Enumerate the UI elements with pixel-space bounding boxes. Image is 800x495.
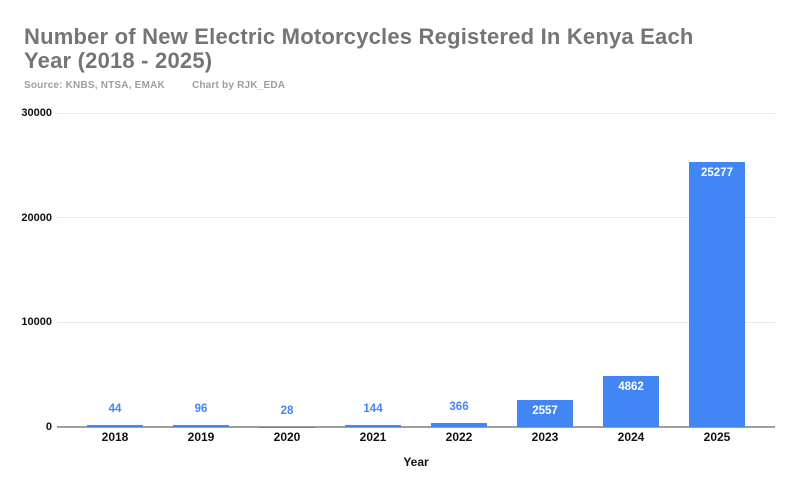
y-axis-tick-label: 20000 [21,211,52,224]
x-axis-tick-label-2024: 2024 [617,430,645,444]
bar-value-label-2022: 366 [449,401,469,414]
bar-value-label-2020: 28 [280,404,294,417]
chart-subtitle: Source: KNBS, NTSA, EMAK Chart by RJK_ED… [24,80,285,92]
bar-value-label-2025: 25277 [701,167,733,180]
bar-2018[interactable] [87,424,143,427]
bar-2019[interactable] [173,424,229,427]
bar-2024[interactable] [603,376,659,427]
y-axis-tick-label: 0 [45,421,52,433]
gridline [57,112,775,114]
bar-2023[interactable] [517,400,573,427]
y-axis-tick-label: 30000 [21,107,52,119]
bar-2021[interactable] [345,424,401,427]
x-axis-tick-label-2019: 2019 [187,430,215,444]
chart-credit-text: Chart by RJK_EDA [191,80,286,91]
x-axis-tick-label-2021: 2021 [359,430,387,444]
bar-2025[interactable] [689,162,745,427]
bar-value-label-2021: 144 [363,402,383,415]
bar-value-label-2024: 4862 [618,381,644,394]
x-axis-tick-label-2022: 2022 [445,430,473,444]
bar-value-label-2018: 44 [108,402,122,415]
x-axis-title: Year [403,455,429,469]
gridline [57,217,775,219]
x-axis-tick-label-2020: 2020 [273,430,301,444]
x-axis-tick-label-2023: 2023 [531,430,559,444]
bar-2022[interactable] [431,423,487,427]
chart-title: Number of New Electric Motorcycles Regis… [24,24,694,73]
x-axis-line [57,426,775,428]
x-axis-tick-label-2025: 2025 [703,430,731,444]
gridline [57,321,775,323]
bar-value-label-2019: 96 [194,402,208,415]
y-axis-tick-label: 10000 [21,316,52,329]
bar-value-label-2023: 2557 [532,405,558,418]
chart-source-text: Source: KNBS, NTSA, EMAK [24,80,165,91]
x-axis-tick-label-2018: 2018 [101,430,129,444]
